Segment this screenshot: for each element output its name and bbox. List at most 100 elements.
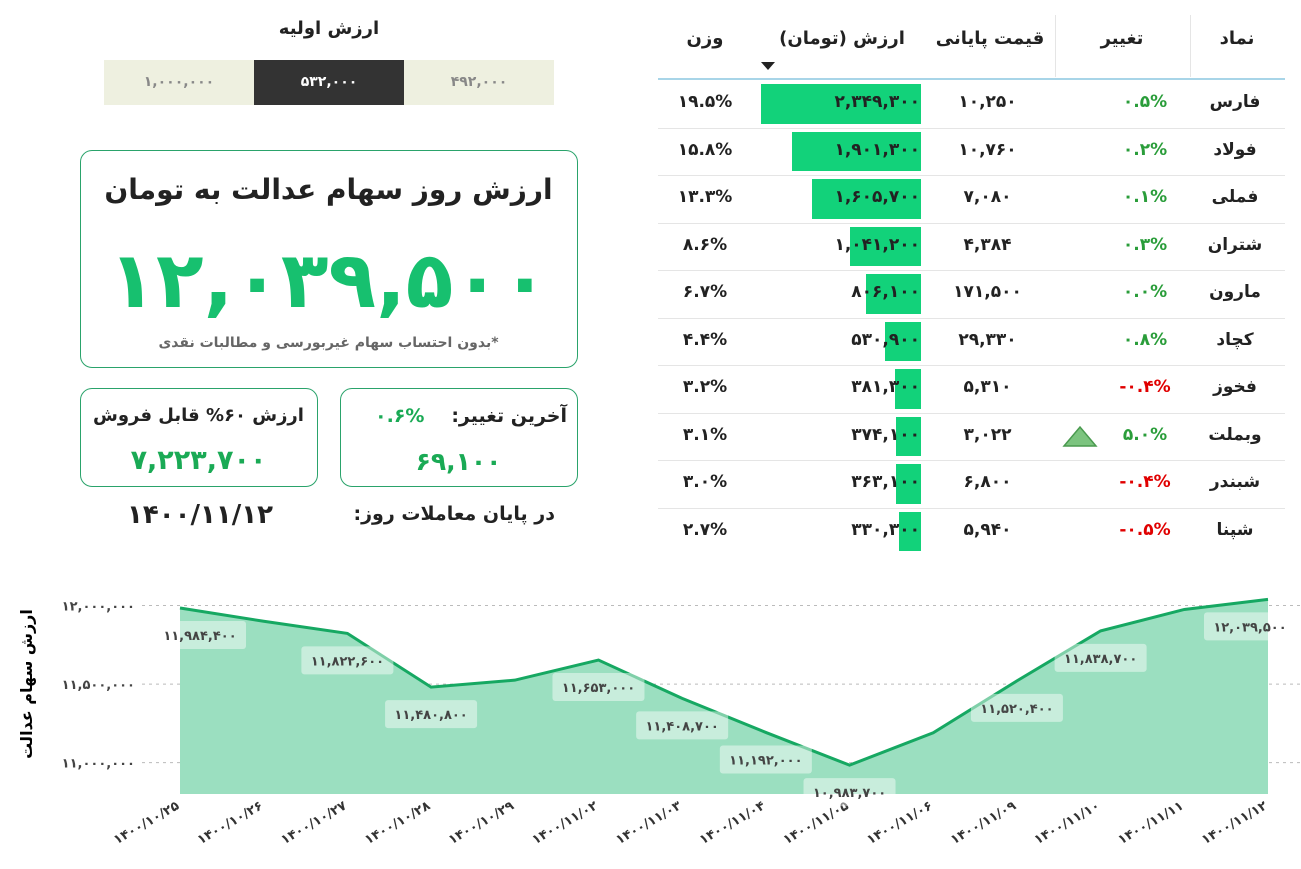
value-bar bbox=[850, 226, 921, 266]
last-change-percent: ۰.۶% bbox=[375, 405, 425, 427]
symbol: کچاد bbox=[1216, 329, 1254, 350]
row-divider bbox=[658, 127, 1285, 129]
summary-title: ارزش روز سهام عدالت به تومان bbox=[104, 173, 553, 206]
sellable-value: ۷,۲۲۳,۷۰۰ bbox=[130, 445, 267, 476]
data-label: ۱۱,۶۵۳,۰۰۰ bbox=[562, 681, 635, 696]
price: ۴,۳۸۴ bbox=[963, 234, 1012, 255]
data-label: ۱۲,۰۳۹,۵۰۰ bbox=[1213, 620, 1286, 635]
price: ۳,۰۲۲ bbox=[963, 424, 1012, 445]
column-header: ارزش (تومان) bbox=[779, 28, 905, 49]
y-tick-label: ۱۲,۰۰۰,۰۰۰ bbox=[62, 600, 135, 615]
x-tick-label: ۱۴۰۰/۱۱/۰۹ bbox=[948, 798, 1019, 848]
weight: ۳.۲% bbox=[682, 377, 728, 397]
weight: ۴.۴% bbox=[682, 329, 728, 350]
symbol: فملی bbox=[1211, 187, 1259, 207]
data-label: ۱۱,۱۹۲,۰۰۰ bbox=[729, 753, 802, 768]
change: ۵.۰% bbox=[1122, 424, 1168, 445]
symbol: شپنا bbox=[1216, 519, 1254, 540]
data-label-box bbox=[154, 621, 246, 650]
x-tick-label: ۱۴۰۰/۱۱/۱۰ bbox=[1032, 798, 1103, 847]
price: ۷,۰۸۰ bbox=[963, 187, 1012, 207]
price: ۶,۸۰۰ bbox=[963, 472, 1012, 492]
x-tick-label: ۱۴۰۰/۱۱/۱۲ bbox=[1199, 798, 1270, 848]
value: ۱,۹۰۱,۳۰۰ bbox=[834, 139, 920, 160]
y-tick-label: ۱۱,۰۰۰,۰۰۰ bbox=[62, 757, 135, 772]
x-tick-label: ۱۴۰۰/۱۰/۲۹ bbox=[446, 798, 517, 848]
change: ۰.۱% bbox=[1122, 187, 1168, 207]
change: -۰.۴% bbox=[1119, 377, 1171, 397]
value: ۳۳۰,۳۰۰ bbox=[851, 519, 920, 540]
value: ۸۰۶,۱۰۰ bbox=[851, 282, 920, 302]
data-label: ۱۱,۹۸۴,۴۰۰ bbox=[163, 629, 236, 644]
area bbox=[180, 599, 1268, 794]
symbol: شتران bbox=[1207, 234, 1263, 255]
header-divider bbox=[1190, 15, 1191, 77]
weight: ۱۳.۳% bbox=[677, 187, 733, 207]
as-of-label: در پایان معاملات روز: bbox=[353, 503, 555, 525]
data-label: ۱۱,۴۰۸,۷۰۰ bbox=[645, 719, 718, 734]
value: ۱,۶۰۵,۷۰۰ bbox=[834, 187, 920, 207]
data-label: ۱۱,۸۳۸,۷۰۰ bbox=[1064, 652, 1137, 667]
column-header: قیمت پایانی bbox=[935, 28, 1045, 49]
initial-value-option[interactable]: ۴۹۲,۰۰۰ bbox=[404, 60, 554, 105]
summary-value: ۱۲,۰۳۹,۵۰۰ bbox=[108, 236, 549, 326]
value-bar bbox=[866, 274, 921, 314]
value-bar bbox=[791, 131, 921, 171]
data-label-box bbox=[719, 745, 812, 774]
price: ۵,۹۴۰ bbox=[963, 519, 1012, 540]
symbol: شبندر bbox=[1209, 472, 1261, 492]
row-divider bbox=[658, 507, 1285, 509]
value: ۱,۰۴۱,۲۰۰ bbox=[834, 234, 920, 255]
value-bar bbox=[761, 84, 921, 124]
data-label: ۱۱,۴۸۰,۸۰۰ bbox=[394, 708, 467, 723]
weight: ۲.۷% bbox=[682, 519, 728, 540]
x-tick-label: ۱۴۰۰/۱۰/۲۶ bbox=[195, 798, 266, 847]
row-divider bbox=[658, 460, 1285, 461]
price: ۵,۳۱۰ bbox=[963, 377, 1012, 397]
x-tick-label: ۱۴۰۰/۱۰/۲۵ bbox=[111, 798, 182, 848]
header-divider bbox=[1055, 15, 1056, 77]
x-tick-label: ۱۴۰۰/۱۰/۲۸ bbox=[362, 798, 433, 848]
data-label-box bbox=[1054, 643, 1147, 672]
initial-value-title: ارزش اولیه bbox=[278, 18, 380, 39]
change: ۰.۵% bbox=[1122, 92, 1168, 112]
symbol: وبملت bbox=[1208, 424, 1262, 445]
change: -۰.۴% bbox=[1119, 472, 1171, 492]
initial-value-option[interactable]: ۵۳۲,۰۰۰ bbox=[254, 60, 404, 105]
data-label-box bbox=[636, 711, 729, 740]
data-label-box bbox=[301, 646, 394, 675]
value-bar bbox=[884, 321, 921, 361]
last-change-card: آخرین تغییر: ۰.۶% ۶۹,۱۰۰ bbox=[340, 388, 578, 487]
weight: ۶.۷% bbox=[682, 282, 728, 302]
weight: ۱۹.۵% bbox=[677, 92, 733, 112]
value-bar bbox=[895, 369, 921, 409]
chart: ارزش سهام عدالت ۱۱,۰۰۰,۰۰۰ ۱۱,۵۰۰,۰۰۰ ۱۲,۰… bbox=[17, 597, 1300, 848]
weight: ۱۵.۸% bbox=[677, 139, 733, 160]
initial-value-option[interactable]: ۱,۰۰۰,۰۰۰ bbox=[104, 60, 254, 105]
value: ۵۳۰,۹۰۰ bbox=[851, 329, 920, 350]
row-divider bbox=[658, 175, 1285, 176]
value: ۳۸۱,۳۰۰ bbox=[851, 377, 920, 397]
y-axis-title: ارزش سهام عدالت bbox=[17, 609, 36, 759]
symbol: فولاد bbox=[1213, 139, 1257, 160]
price: ۱۰,۷۶۰ bbox=[958, 139, 1017, 160]
value: ۳۷۴,۱۰۰ bbox=[851, 424, 920, 445]
weight: ۳.۱% bbox=[682, 424, 728, 445]
x-tick-label: ۱۴۰۰/۱۱/۰۴ bbox=[697, 798, 768, 848]
data-label-box bbox=[552, 673, 645, 702]
value: ۲,۳۴۹,۳۰۰ bbox=[834, 92, 920, 112]
value-bar bbox=[896, 464, 921, 504]
weight: ۸.۶% bbox=[682, 234, 728, 255]
column-header: وزن bbox=[686, 28, 724, 49]
value-bar bbox=[898, 511, 921, 551]
price: ۲۹,۳۳۰ bbox=[958, 329, 1017, 350]
weight: ۳.۰% bbox=[682, 472, 728, 492]
row-divider bbox=[658, 412, 1285, 414]
header-rule bbox=[658, 78, 1285, 80]
x-tick-label: ۱۴۰۰/۱۱/۰۳ bbox=[613, 798, 684, 848]
row-divider bbox=[658, 222, 1285, 224]
data-label-box bbox=[385, 700, 478, 729]
price: ۱۷۱,۵۰۰ bbox=[953, 282, 1022, 302]
last-change-label: آخرین تغییر: bbox=[451, 405, 567, 427]
